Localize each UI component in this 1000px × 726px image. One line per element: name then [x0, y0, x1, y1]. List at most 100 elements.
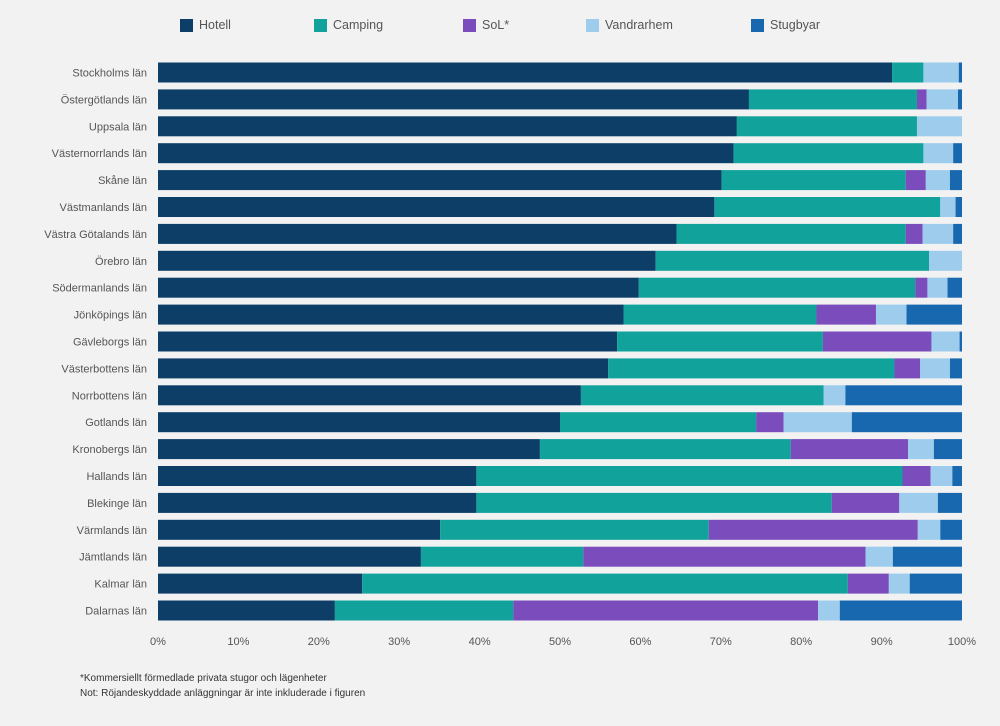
bar-segment — [952, 466, 962, 486]
legend-item-0: Hotell — [180, 18, 231, 32]
footnote-note: Not: Röjandeskyddade anläggningar är int… — [80, 688, 366, 699]
bars-group — [158, 62, 962, 621]
bar-segment — [931, 331, 960, 352]
category-label: Östergötlands län — [61, 94, 147, 106]
footnote-sol: *Kommersiellt förmedlade privata stugor … — [80, 673, 327, 684]
bar-segment — [158, 466, 477, 486]
bar-segment — [818, 600, 840, 621]
bar-segment — [158, 600, 335, 621]
category-label: Västra Götalands län — [44, 229, 147, 241]
bar-segment — [923, 62, 959, 83]
x-tick-label: 50% — [549, 636, 571, 648]
bar-segment — [851, 412, 962, 433]
bar-segment — [158, 223, 677, 244]
bar-segment — [916, 89, 927, 110]
bar-segment — [158, 439, 540, 460]
bar-segment — [440, 519, 709, 540]
bar-segment — [638, 277, 916, 298]
bar-segment — [922, 223, 954, 244]
bar-segment — [476, 492, 832, 513]
category-label: Norrbottens län — [72, 390, 147, 402]
bar-segment — [816, 304, 876, 325]
category-label: Hallands län — [86, 471, 147, 483]
category-label: Kalmar län — [94, 579, 147, 591]
x-tick-label: 30% — [388, 636, 410, 648]
bar-segment — [902, 466, 931, 486]
bar-segment — [949, 170, 962, 191]
category-label: Västerbottens län — [61, 363, 147, 375]
bar-segment — [158, 116, 737, 137]
bar-segment — [158, 277, 639, 298]
category-label: Västernorrlands län — [52, 148, 147, 160]
legend-swatch — [751, 18, 764, 32]
bar-segment — [899, 492, 938, 513]
legend-item-3: Vandrarhem — [586, 18, 673, 32]
bar-segment — [953, 223, 962, 244]
legend-label: Stugbyar — [770, 18, 821, 32]
bar-segment — [959, 331, 962, 352]
category-label: Blekinge län — [87, 498, 147, 510]
bar-segment — [923, 143, 954, 164]
bar-segment — [940, 197, 956, 217]
category-labels: Stockholms län Östergötlands län Uppsala l… — [44, 68, 147, 618]
bar-segment — [560, 412, 757, 433]
bar-segment — [158, 492, 477, 513]
legend-swatch — [314, 18, 327, 32]
bar-segment — [847, 573, 889, 594]
bar-segment — [920, 358, 950, 379]
bar-segment — [875, 304, 907, 325]
bar-segment — [926, 89, 958, 110]
bar-segment — [839, 600, 962, 621]
legend-item-4: Stugbyar — [751, 18, 820, 32]
bar-segment — [905, 223, 923, 244]
bar-segment — [909, 573, 962, 594]
bar-segment — [953, 143, 962, 164]
bar-segment — [158, 573, 363, 594]
bar-segment — [958, 62, 962, 83]
category-label: Västmanlands län — [60, 202, 147, 214]
bar-segment — [892, 546, 962, 567]
category-label: Stockholms län — [72, 68, 147, 80]
bar-segment — [894, 358, 921, 379]
legend-swatch — [180, 18, 193, 32]
bar-segment — [158, 197, 715, 217]
x-axis-ticks: 0% 10% 20% 30% 40% 50% 60% 70% 80% 90% 100% — [150, 636, 976, 648]
category-label: Dalarnas län — [85, 606, 147, 618]
bar-segment — [623, 304, 817, 325]
bar-segment — [158, 62, 893, 83]
bar-segment — [158, 250, 656, 271]
bar-segment — [158, 170, 722, 191]
bar-segment — [721, 170, 906, 191]
bar-segment — [608, 358, 895, 379]
category-label: Gävleborgs län — [73, 337, 147, 349]
bar-segment — [513, 600, 819, 621]
bar-segment — [676, 223, 906, 244]
bar-segment — [865, 546, 893, 567]
bar-segment — [158, 331, 618, 352]
category-label: Södermanlands län — [52, 283, 147, 295]
bar-segment — [790, 439, 909, 460]
bar-segment — [756, 412, 784, 433]
bar-segment — [845, 385, 962, 406]
bar-segment — [823, 385, 846, 406]
x-tick-label: 80% — [790, 636, 812, 648]
bar-segment — [930, 466, 953, 486]
bar-segment — [906, 304, 962, 325]
category-label: Jönköpings län — [74, 310, 147, 322]
bar-segment — [158, 412, 560, 433]
bar-segment — [580, 385, 824, 406]
bar-segment — [158, 385, 581, 406]
legend-item-2: SoL* — [463, 18, 509, 32]
x-tick-label: 70% — [710, 636, 732, 648]
bar-segment — [955, 197, 962, 217]
x-tick-label: 40% — [469, 636, 491, 648]
x-tick-label: 20% — [308, 636, 330, 648]
bar-segment — [916, 116, 962, 137]
bar-segment — [929, 250, 962, 271]
x-tick-label: 100% — [948, 636, 976, 648]
legend-label: Camping — [333, 18, 384, 32]
bar-segment — [158, 89, 749, 110]
x-tick-label: 10% — [227, 636, 249, 648]
bar-segment — [925, 170, 950, 191]
